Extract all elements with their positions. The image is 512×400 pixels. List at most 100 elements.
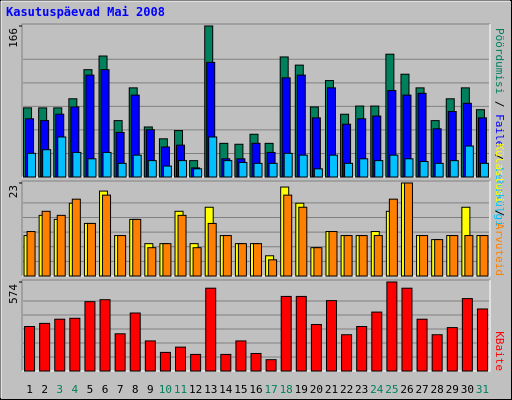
x-tick-label: 20: [310, 383, 323, 396]
bar: [132, 154, 142, 178]
bar: [235, 340, 247, 372]
bar: [159, 351, 171, 372]
bar: [144, 340, 156, 372]
x-tick-label: 5: [87, 383, 94, 396]
y-max-label: 574: [7, 284, 20, 304]
x-tick-label: 26: [400, 383, 413, 396]
bar: [358, 235, 368, 277]
bar: [295, 295, 307, 372]
bar: [222, 235, 232, 277]
bar: [69, 317, 81, 372]
bevel: [21, 180, 490, 276]
bar: [71, 198, 81, 277]
bar: [419, 235, 429, 277]
bar: [129, 312, 141, 372]
bar: [283, 152, 293, 178]
bar: [102, 194, 112, 277]
bar: [268, 162, 278, 178]
bar: [87, 158, 97, 178]
bar: [313, 168, 323, 178]
legend-entry: Pöördumisi: [493, 28, 506, 94]
x-tick-label: 23: [355, 383, 368, 396]
x-tick-label: 4: [72, 383, 79, 396]
bar: [419, 161, 429, 178]
bar: [328, 231, 338, 277]
bar: [42, 149, 52, 178]
x-tick-label: 1: [26, 383, 33, 396]
bar: [177, 214, 187, 277]
bar: [162, 165, 172, 178]
bar: [205, 287, 217, 372]
bar: [26, 231, 36, 277]
bar: [238, 161, 248, 178]
bar: [250, 352, 262, 372]
legend-separator: /: [493, 94, 506, 114]
bar: [298, 206, 308, 277]
bar: [341, 334, 353, 372]
x-tick-label: 9: [147, 383, 154, 396]
bar: [328, 154, 338, 178]
bar: [479, 162, 489, 178]
bar: [311, 117, 321, 178]
bar: [162, 243, 172, 277]
x-tick-label: 13: [204, 383, 217, 396]
legend-entry: Faile: [493, 114, 506, 147]
legend-entry: KBaite: [493, 331, 506, 371]
x-tick-label: 16: [249, 383, 262, 396]
bar: [464, 235, 474, 277]
bar: [310, 323, 322, 372]
bar: [207, 222, 217, 277]
bar: [265, 359, 277, 372]
series-legend: Külastusi / Arvuteid: [493, 144, 506, 276]
x-tick-label: 6: [102, 383, 109, 396]
series-legend: KBaite: [493, 331, 506, 371]
bar: [373, 235, 383, 277]
bar: [190, 353, 202, 372]
x-tick-label: 14: [219, 383, 233, 396]
bar: [446, 327, 458, 372]
x-tick-label: 19: [295, 383, 308, 396]
bar: [147, 247, 157, 277]
x-tick-label: 28: [431, 383, 444, 396]
bar: [404, 158, 414, 178]
bar: [175, 346, 187, 372]
bar: [359, 158, 369, 178]
title: Kasutuspäevad Mai 2008: [6, 5, 165, 19]
bar: [54, 318, 66, 372]
bar: [132, 218, 142, 277]
bar: [280, 295, 292, 372]
x-tick-label: 22: [340, 383, 353, 396]
bar: [343, 235, 353, 277]
bar: [253, 162, 263, 178]
bar: [192, 247, 202, 277]
bar: [344, 162, 354, 178]
y-max-label: 166: [7, 28, 20, 48]
x-tick-label: 24: [370, 383, 384, 396]
bar: [57, 136, 67, 178]
bar: [416, 318, 428, 372]
bar: [193, 168, 203, 178]
legend-separator: /: [493, 147, 506, 167]
bar: [268, 259, 278, 277]
x-tick-label: 11: [174, 383, 187, 396]
bar: [325, 300, 337, 372]
bar: [313, 247, 323, 277]
bar: [389, 154, 399, 178]
bar: [178, 160, 188, 178]
bar: [72, 151, 82, 178]
bar: [114, 333, 126, 372]
legend-separator: /: [493, 203, 506, 223]
bar: [401, 287, 413, 372]
bar: [208, 136, 218, 178]
x-tick-label: 10: [159, 383, 172, 396]
x-tick-label: 18: [280, 383, 293, 396]
x-tick-label: 27: [415, 383, 428, 396]
legend-entry: Lehekülgi: [493, 167, 506, 227]
bar: [449, 160, 459, 178]
bar: [86, 222, 96, 277]
y-max-label: 23: [7, 185, 20, 198]
bar: [99, 299, 111, 372]
x-tick-label: 3: [56, 383, 63, 396]
bar: [39, 322, 51, 372]
